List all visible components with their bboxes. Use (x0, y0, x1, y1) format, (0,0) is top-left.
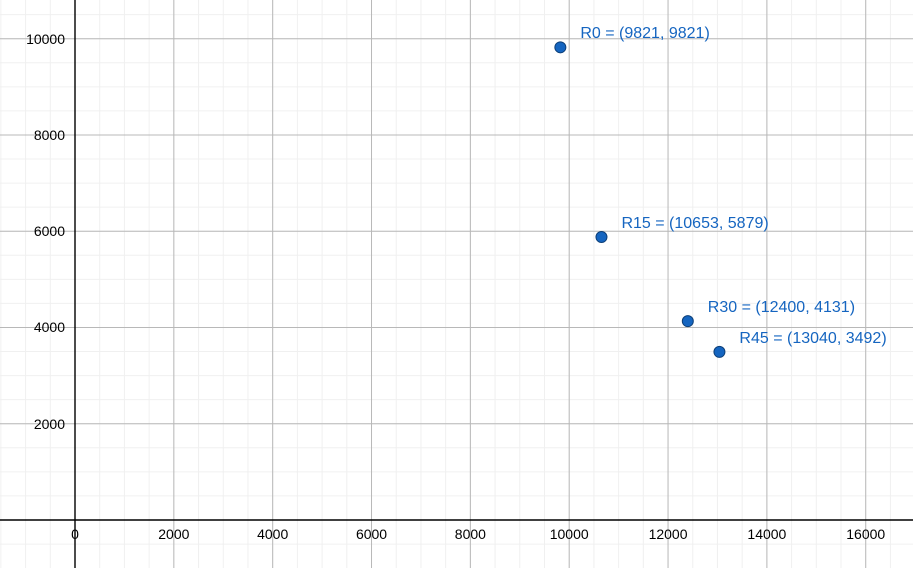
axes (0, 0, 913, 568)
point-R30 (682, 316, 693, 327)
xtick-label: 2000 (158, 526, 189, 542)
points-layer (555, 42, 725, 358)
point-R0 (555, 42, 566, 53)
point-R45 (714, 346, 725, 357)
ytick-label: 10000 (26, 31, 65, 47)
xtick-label: 6000 (356, 526, 387, 542)
xtick-label: 0 (71, 526, 79, 542)
xtick-label: 10000 (550, 526, 589, 542)
ytick-label: 8000 (34, 127, 65, 143)
point-label-R0: R0 = (9821, 9821) (580, 25, 709, 43)
xtick-label: 14000 (747, 526, 786, 542)
xtick-label: 8000 (455, 526, 486, 542)
grid-major (0, 0, 913, 568)
point-R15 (596, 232, 607, 243)
point-label-R15: R15 = (10653, 5879) (621, 215, 768, 233)
xtick-label: 4000 (257, 526, 288, 542)
ytick-label: 2000 (34, 416, 65, 432)
xtick-label: 16000 (846, 526, 885, 542)
scatter-plot (0, 0, 913, 568)
point-label-R30: R30 = (12400, 4131) (708, 299, 855, 317)
ytick-label: 4000 (34, 319, 65, 335)
ytick-label: 6000 (34, 223, 65, 239)
xtick-label: 12000 (649, 526, 688, 542)
grid-minor (0, 0, 913, 568)
point-label-R45: R45 = (13040, 3492) (739, 330, 886, 348)
